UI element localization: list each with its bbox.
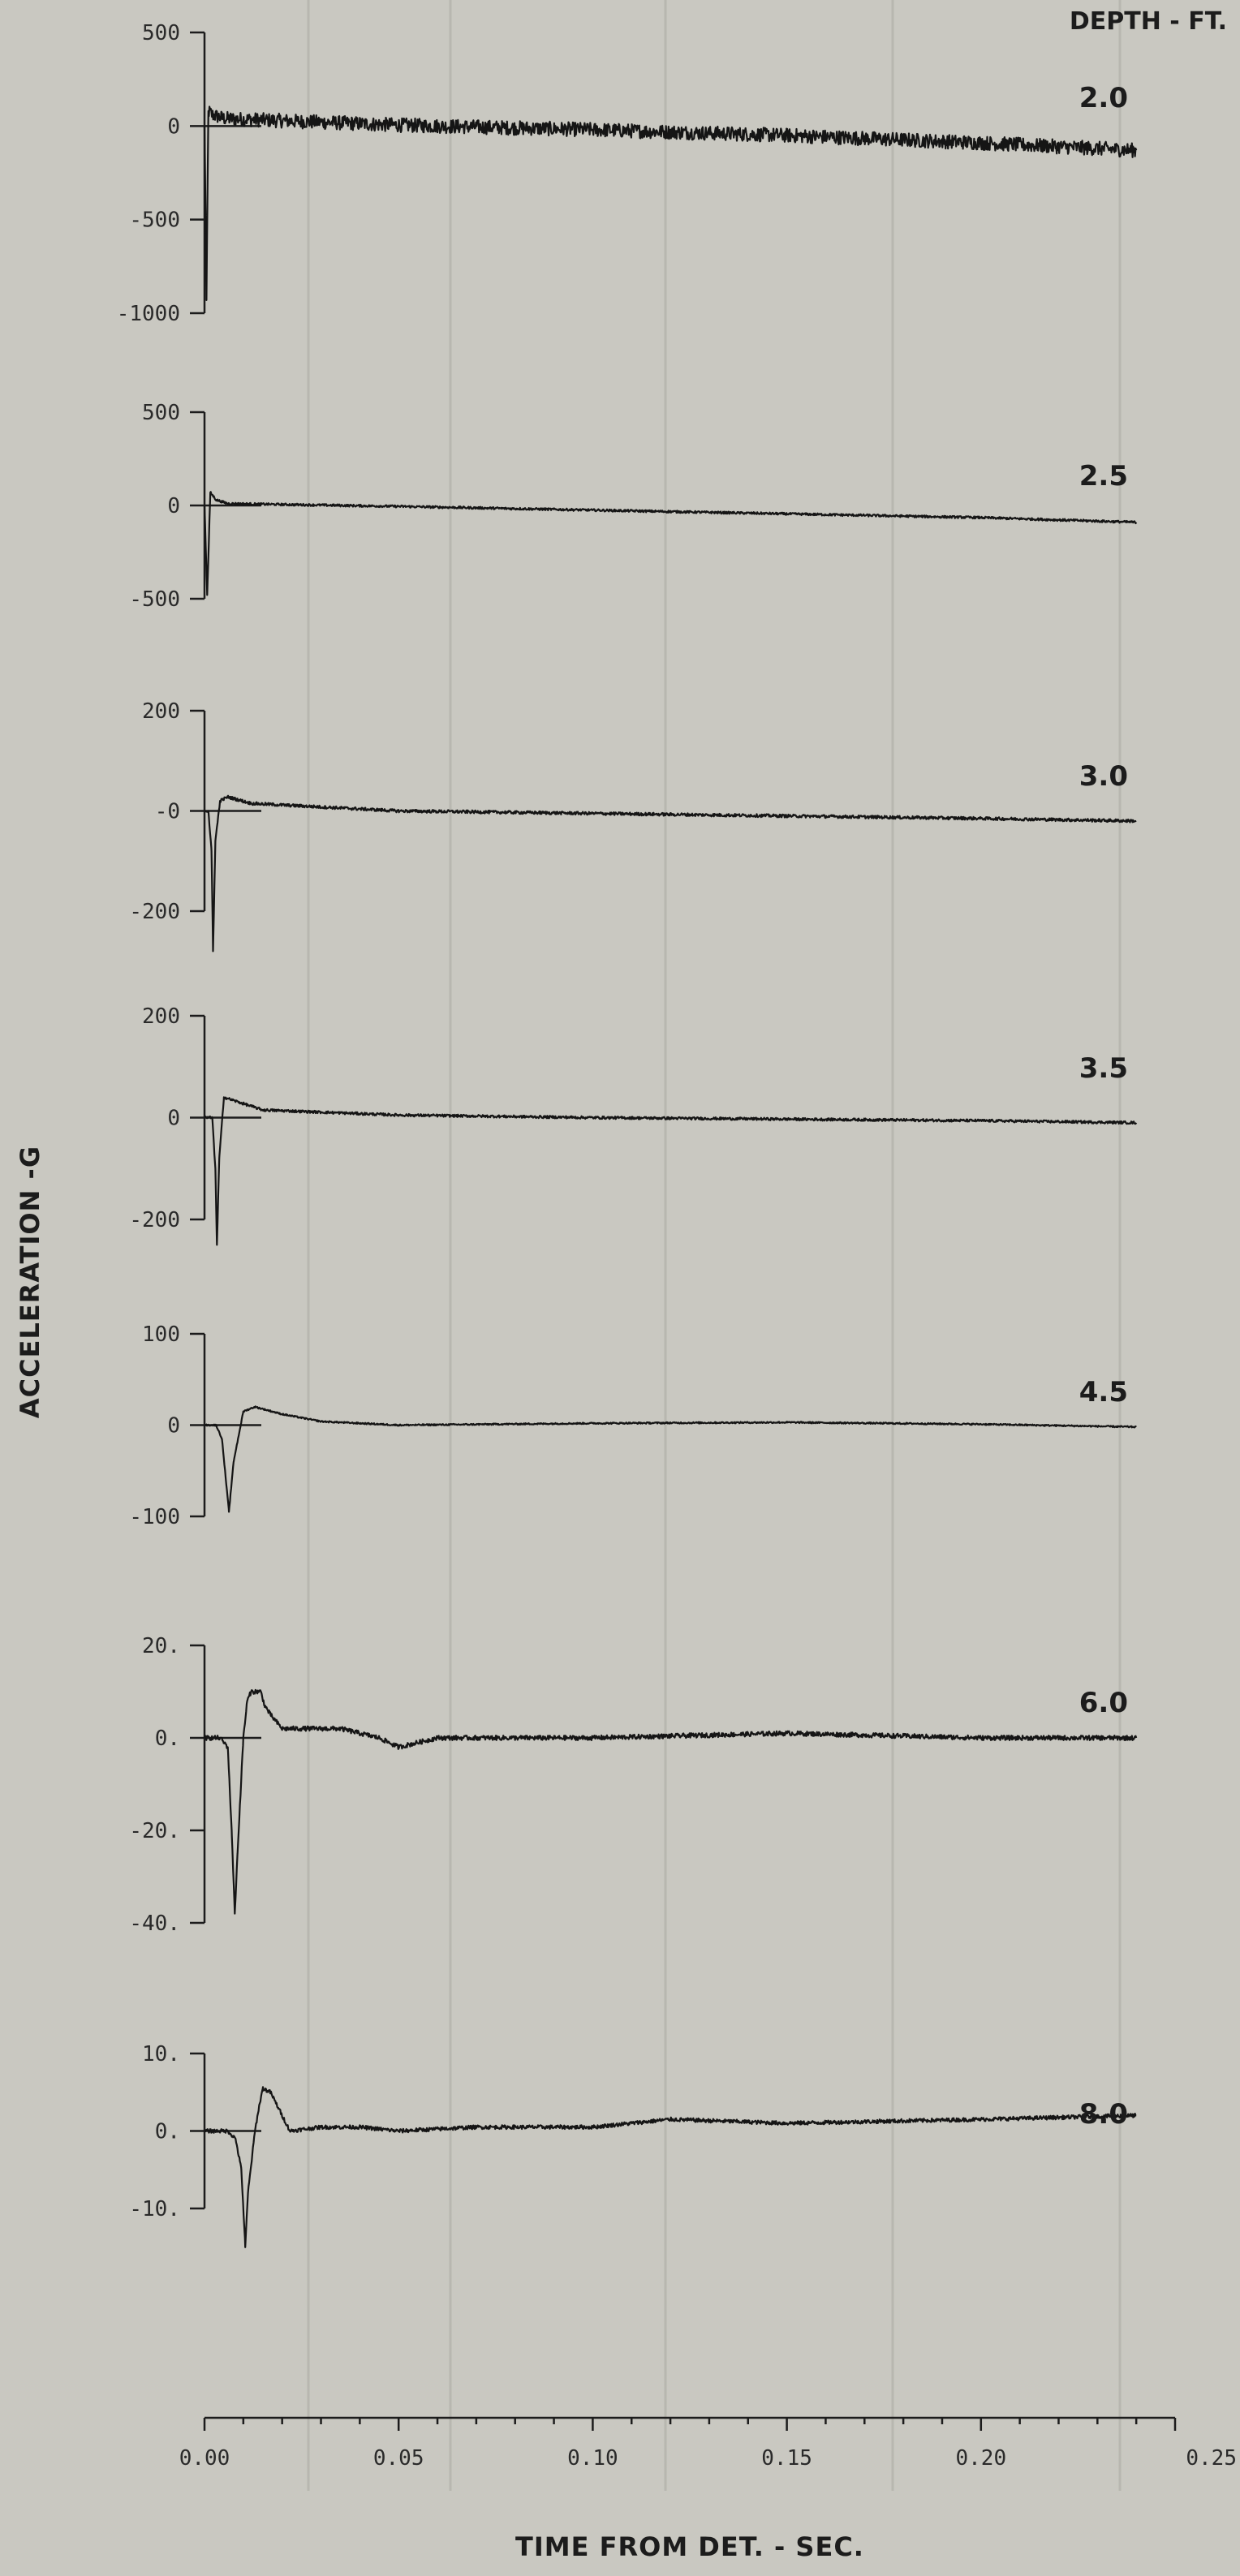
panel-depth-4.5: 100 0 -100 4.5 — [129, 1322, 1137, 1529]
x-axis: 0.00 0.05 0.10 0.15 0.20 0.25 — [179, 2416, 1237, 2471]
depth-label: 8.0 — [1079, 2098, 1128, 2131]
y-tick-label: -0 — [155, 800, 180, 824]
depth-label: 6.0 — [1079, 1687, 1128, 1719]
y-tick-label: 500 — [142, 401, 180, 425]
y-tick-label: 200 — [142, 699, 180, 724]
depth-label: 4.5 — [1079, 1376, 1128, 1408]
y-tick-label: -20. — [129, 1819, 180, 1843]
y-tick-label: -1000 — [117, 302, 180, 326]
acceleration-trace-8.0 — [204, 2086, 1137, 2248]
y-tick-label: 0 — [167, 1414, 180, 1439]
y-tick-label: -200 — [129, 900, 180, 924]
y-tick-label: -500 — [129, 587, 180, 612]
y-tick-label: 100 — [142, 1322, 180, 1347]
depth-label: 2.5 — [1079, 460, 1128, 492]
panel-depth-3.5: 200 0 -200 3.5 — [129, 1004, 1138, 1246]
depth-label: 3.5 — [1079, 1052, 1128, 1085]
acceleration-trace-6.0 — [203, 1688, 1138, 1915]
panel-depth-8.0: 10. 0. -10. 8.0 — [129, 2042, 1137, 2248]
y-tick-label: 200 — [142, 1004, 180, 1029]
panels: 5000-500-10002.05000-5002.5200-0-2003.02… — [117, 21, 1138, 2248]
depth-header: DEPTH - FT. — [1070, 7, 1227, 36]
depth-label: 2.0 — [1079, 82, 1128, 114]
x-tick-label: 0.20 — [955, 2446, 1006, 2471]
acceleration-trace-2.0 — [203, 105, 1138, 301]
y-tick-label: -100 — [129, 1505, 180, 1529]
y-tick-label: 0. — [155, 2120, 180, 2144]
x-tick-label: 0.00 — [179, 2446, 230, 2471]
x-tick-label: 0.25 — [1186, 2446, 1237, 2471]
acceleration-trace-3.5 — [204, 1096, 1138, 1246]
background-grid — [307, 0, 1122, 2491]
x-tick-label: 0.05 — [373, 2446, 424, 2471]
x-tick-label: 0.10 — [567, 2446, 618, 2471]
y-axis-title: ACCELERATION -G — [15, 1146, 45, 1418]
panel-depth-6.0: 20. 0. -20. -40. 6.0 — [129, 1634, 1138, 1936]
y-tick-label: 20. — [142, 1634, 180, 1658]
y-tick-label: 0 — [167, 114, 180, 139]
acceleration-trace-3.0 — [204, 794, 1137, 953]
y-tick-label: -200 — [129, 1208, 180, 1232]
panel-depth-2.5: 500 0 -500 2.5 — [129, 401, 1138, 612]
y-tick-label: 0 — [167, 494, 180, 518]
y-tick-label: 0 — [167, 1107, 180, 1131]
depth-label: 3.0 — [1079, 760, 1128, 793]
y-tick-label: 500 — [142, 21, 180, 45]
y-tick-label: -10. — [129, 2197, 180, 2221]
x-tick-label: 0.15 — [761, 2446, 812, 2471]
y-tick-label: 0. — [155, 1727, 180, 1751]
y-tick-label: -40. — [129, 1912, 180, 1936]
acceleration-trace-2.5 — [203, 491, 1138, 596]
panel-depth-2.0: 500 0 -500 -1000 2.0 — [117, 21, 1138, 326]
x-axis-title: TIME FROM DET. - SEC. — [515, 2531, 864, 2562]
y-tick-label: -500 — [129, 209, 180, 233]
y-tick-label: 10. — [142, 2042, 180, 2066]
acceleration-trace-4.5 — [204, 1405, 1137, 1513]
panel-depth-3.0: 200 -0 -200 3.0 — [129, 699, 1137, 953]
